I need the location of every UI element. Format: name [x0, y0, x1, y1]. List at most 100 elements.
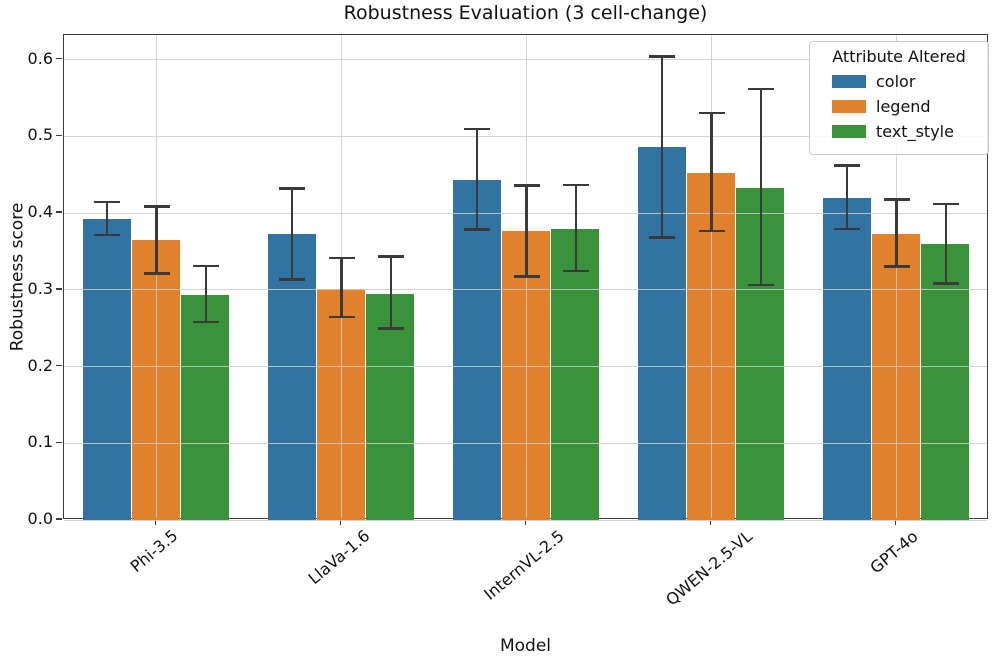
error-bar-text_style-0	[204, 265, 208, 322]
x-tick	[524, 519, 527, 525]
error-cap-bottom-color-4	[834, 227, 861, 231]
error-bar-text_style-2	[574, 184, 578, 272]
bar-text_style-1	[366, 293, 415, 520]
gridline-horizontal	[64, 366, 987, 368]
error-bar-color-1	[290, 188, 294, 280]
legend-item-label: legend	[876, 97, 931, 116]
error-cap-bottom-legend-0	[143, 272, 170, 275]
x-tick	[154, 519, 157, 525]
error-cap-top-text_style-2	[562, 183, 589, 187]
legend: Attribute Altered color legend text_style	[809, 41, 989, 155]
error-cap-bottom-text_style-3	[747, 283, 774, 287]
y-axis-label: Robustness score	[7, 202, 28, 351]
y-tick-label: 0.1	[27, 432, 53, 452]
bar-color-0	[82, 219, 131, 520]
error-cap-top-text_style-3	[747, 87, 774, 91]
error-cap-top-color-0	[94, 200, 121, 204]
y-tick	[56, 57, 62, 60]
gridline-horizontal	[64, 59, 987, 61]
error-bar-text_style-3	[759, 88, 763, 286]
bar-text_style-0	[181, 295, 230, 520]
y-tick-label: 0.3	[27, 278, 53, 298]
legend-item-label: text_style	[876, 122, 954, 141]
error-cap-top-legend-2	[513, 184, 540, 187]
error-bar-legend-4	[895, 199, 898, 267]
legend-swatch-text_style	[832, 125, 866, 138]
x-tick-label: QWEN-2.5-VL	[661, 526, 756, 610]
bar-legend-4	[871, 233, 921, 520]
error-cap-top-text_style-0	[192, 264, 219, 268]
error-cap-top-text_style-1	[377, 255, 404, 258]
y-tick	[56, 134, 62, 137]
bar-legend-2	[501, 231, 551, 520]
gridline-vertical	[711, 35, 712, 518]
error-cap-bottom-legend-3	[698, 229, 725, 233]
bar-color-1	[267, 233, 316, 520]
y-tick	[56, 288, 62, 290]
error-bar-color-3	[660, 56, 664, 238]
error-bar-legend-1	[340, 257, 343, 318]
error-cap-top-color-2	[464, 127, 491, 131]
y-tick-label: 0.4	[27, 202, 53, 222]
gridline-horizontal	[64, 289, 987, 291]
error-cap-bottom-text_style-2	[562, 269, 589, 273]
error-bar-legend-0	[155, 206, 158, 274]
y-tick-label: 0.0	[27, 509, 53, 528]
gridline-horizontal	[64, 519, 987, 521]
legend-items: color legend text_style	[818, 72, 980, 141]
error-bar-color-4	[845, 165, 849, 230]
y-tick-label: 0.5	[27, 125, 53, 145]
y-tick	[56, 364, 62, 367]
error-cap-top-legend-1	[328, 256, 355, 260]
bar-text_style-4	[921, 243, 970, 520]
error-cap-bottom-color-1	[279, 278, 306, 281]
error-bar-color-0	[105, 201, 109, 236]
error-cap-bottom-text_style-0	[192, 320, 219, 323]
error-cap-top-legend-0	[143, 205, 170, 208]
error-cap-top-legend-3	[698, 111, 725, 114]
bar-color-2	[452, 180, 501, 520]
y-tick	[56, 211, 62, 213]
error-cap-top-legend-4	[883, 198, 910, 201]
bar-legend-0	[131, 239, 181, 520]
x-tick-label: GPT-4o	[865, 526, 922, 577]
error-cap-top-color-4	[834, 164, 861, 167]
legend-title: Attribute Altered	[832, 47, 966, 66]
bar-legend-1	[316, 289, 366, 520]
error-bar-text_style-4	[944, 203, 948, 284]
chart-title: Robustness Evaluation (3 cell-change)	[343, 2, 708, 24]
y-tick	[56, 518, 62, 520]
error-cap-bottom-color-3	[649, 236, 676, 239]
error-cap-top-text_style-4	[932, 202, 959, 206]
gridline-horizontal	[64, 442, 987, 444]
error-cap-bottom-legend-4	[883, 265, 910, 268]
error-cap-bottom-text_style-4	[932, 282, 959, 285]
error-cap-bottom-color-2	[464, 228, 491, 231]
error-cap-top-color-1	[279, 187, 306, 190]
legend-swatch-color	[832, 75, 866, 88]
legend-item-label: color	[876, 72, 916, 91]
bar-text_style-2	[551, 229, 600, 520]
legend-item-text_style: text_style	[832, 122, 980, 141]
error-cap-top-color-3	[649, 55, 676, 58]
bar-color-4	[822, 198, 871, 520]
error-bar-legend-3	[710, 112, 713, 232]
error-cap-bottom-legend-1	[328, 315, 355, 319]
error-bar-legend-2	[525, 185, 528, 277]
y-tick	[56, 441, 62, 443]
x-tick-label: Phi-3.5	[126, 526, 181, 577]
gridline-vertical	[156, 35, 157, 518]
legend-item-color: color	[832, 72, 980, 91]
x-tick	[894, 519, 897, 525]
x-tick-label: InternVL-2.5	[479, 526, 568, 604]
gridline-vertical	[896, 35, 897, 518]
x-tick-label: LlaVa-1.6	[304, 526, 373, 589]
x-axis-label: Model	[499, 636, 552, 656]
gridline-horizontal	[64, 135, 987, 137]
error-bar-color-2	[475, 128, 479, 230]
legend-item-legend: legend	[832, 97, 980, 116]
legend-swatch-legend	[832, 100, 866, 113]
y-tick-label: 0.6	[27, 48, 53, 68]
error-cap-bottom-text_style-1	[377, 327, 404, 330]
